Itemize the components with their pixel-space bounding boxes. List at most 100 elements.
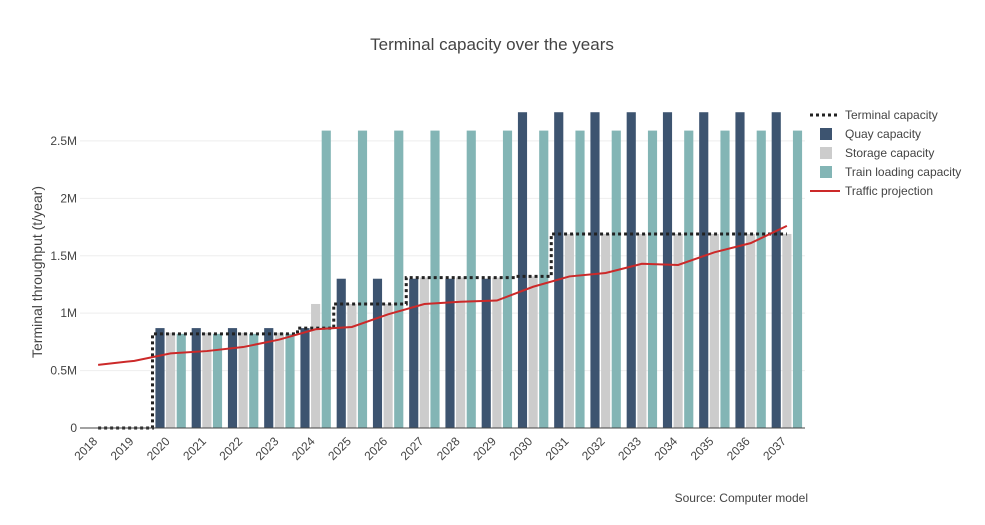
bar-quay-capacity-2021 — [191, 328, 201, 428]
legend-swatch — [820, 147, 832, 159]
bar-quay-capacity-2037 — [771, 112, 781, 429]
bar-storage-capacity-2023 — [274, 332, 284, 428]
x-tick-label: 2031 — [543, 434, 572, 463]
legend-swatch — [820, 128, 832, 140]
bar-train-loading-capacity-2025 — [357, 130, 368, 428]
y-tick-label: 2.5M — [50, 134, 77, 148]
x-tick-label: 2035 — [688, 434, 717, 463]
bar-quay-capacity-2032 — [590, 112, 600, 429]
bar-quay-capacity-2028 — [445, 278, 455, 428]
gridlines — [80, 140, 805, 372]
y-tick-label: 0.5M — [50, 364, 77, 378]
bar-storage-capacity-2027 — [419, 277, 429, 428]
bar-train-loading-capacity-2021 — [212, 333, 223, 428]
bars — [155, 112, 803, 429]
bar-train-loading-capacity-2023 — [285, 333, 295, 428]
y-tick-label: 0 — [70, 421, 77, 435]
legend-swatch — [820, 166, 832, 178]
bar-train-loading-capacity-2037 — [792, 130, 803, 428]
bar-train-loading-capacity-2026 — [394, 130, 404, 428]
bar-train-loading-capacity-2036 — [756, 130, 766, 428]
bar-train-loading-capacity-2029 — [502, 130, 513, 428]
x-tick-label: 2028 — [434, 434, 463, 463]
x-tick-label: 2033 — [615, 434, 644, 463]
legend-label: Traffic projection — [845, 184, 933, 198]
x-tick-label: 2025 — [325, 434, 354, 463]
legend-label: Quay capacity — [845, 127, 921, 141]
legend[interactable]: Terminal capacity Quay capacity Storage ca… — [810, 108, 961, 198]
x-tick-label: 2019 — [108, 434, 137, 463]
x-tick-label: 2022 — [216, 434, 245, 463]
legend-label: Train loading capacity — [845, 165, 961, 179]
bar-storage-capacity-2022 — [238, 332, 248, 428]
bar-storage-capacity-2020 — [166, 332, 176, 428]
bar-storage-capacity-2034 — [673, 233, 683, 428]
x-tick-label: 2018 — [71, 434, 100, 463]
bar-storage-capacity-2021 — [202, 332, 212, 428]
legend-item-terminal-capacity[interactable]: Terminal capacity — [810, 108, 938, 122]
bar-train-loading-capacity-2027 — [430, 130, 440, 428]
bar-train-loading-capacity-2020 — [176, 333, 186, 428]
bar-storage-capacity-2036 — [746, 233, 756, 428]
x-tick-label: 2020 — [144, 434, 173, 463]
bar-quay-capacity-2035 — [699, 112, 709, 429]
legend-label: Terminal capacity — [845, 108, 938, 122]
bar-quay-capacity-2022 — [227, 328, 238, 428]
x-tick-label: 2021 — [180, 434, 209, 463]
line-traffic-projection — [98, 225, 788, 366]
bar-storage-capacity-2037 — [782, 233, 792, 428]
x-tick-label: 2029 — [470, 434, 499, 463]
bar-train-loading-capacity-2030 — [539, 130, 549, 428]
x-tick-label: 2036 — [724, 434, 753, 463]
y-axis-title: Terminal throughput (t/year) — [29, 186, 45, 358]
bar-storage-capacity-2026 — [383, 303, 393, 428]
y-tick-label: 2M — [60, 191, 77, 205]
x-tick-label: 2027 — [398, 434, 427, 463]
bar-storage-capacity-2033 — [637, 233, 647, 428]
x-tick-label: 2024 — [289, 434, 318, 463]
bar-quay-capacity-2027 — [409, 278, 419, 428]
x-tick-label: 2030 — [506, 434, 535, 463]
legend-item-quay-capacity[interactable]: Quay capacity — [820, 127, 921, 141]
x-tick-label: 2026 — [361, 434, 390, 463]
bar-quay-capacity-2024 — [300, 328, 310, 428]
bar-storage-capacity-2024 — [311, 303, 321, 428]
bar-storage-capacity-2035 — [709, 233, 719, 428]
bar-train-loading-capacity-2033 — [647, 130, 658, 428]
bar-train-loading-capacity-2032 — [611, 130, 621, 428]
line-terminal-capacity — [98, 232, 787, 430]
bar-quay-capacity-2031 — [554, 112, 564, 429]
bar-quay-capacity-2023 — [264, 328, 274, 428]
bar-storage-capacity-2025 — [347, 303, 357, 428]
x-tick-label: 2032 — [579, 434, 608, 463]
bar-quay-capacity-2026 — [372, 278, 383, 428]
bar-train-loading-capacity-2022 — [249, 333, 259, 428]
bar-storage-capacity-2030 — [528, 276, 538, 428]
bar-quay-capacity-2025 — [336, 278, 346, 428]
bar-train-loading-capacity-2035 — [720, 130, 730, 428]
bar-quay-capacity-2033 — [626, 112, 636, 429]
x-tick-label: 2034 — [651, 434, 680, 463]
bar-storage-capacity-2031 — [564, 233, 574, 428]
bar-train-loading-capacity-2028 — [466, 130, 476, 428]
bar-quay-capacity-2034 — [662, 112, 673, 429]
bar-storage-capacity-2028 — [456, 277, 466, 428]
legend-label: Storage capacity — [845, 146, 934, 160]
bar-train-loading-capacity-2034 — [684, 130, 694, 428]
bar-quay-capacity-2020 — [155, 328, 165, 428]
y-tick-label: 1.5M — [50, 249, 77, 263]
y-tick-label: 1M — [60, 306, 77, 320]
legend-item-traffic-projection[interactable]: Traffic projection — [810, 184, 933, 198]
x-tick-label: 2037 — [760, 434, 789, 463]
bar-quay-capacity-2030 — [517, 112, 528, 429]
bar-quay-capacity-2029 — [481, 278, 491, 428]
x-tick-label: 2023 — [253, 434, 282, 463]
source-note: Source: Computer model — [675, 491, 808, 505]
legend-item-train-loading-capacity[interactable]: Train loading capacity — [820, 165, 961, 179]
bar-storage-capacity-2029 — [492, 277, 502, 428]
legend-item-storage-capacity[interactable]: Storage capacity — [820, 146, 934, 160]
lines — [98, 225, 788, 430]
chart-title: Terminal capacity over the years — [370, 35, 614, 54]
bar-storage-capacity-2032 — [601, 233, 611, 428]
